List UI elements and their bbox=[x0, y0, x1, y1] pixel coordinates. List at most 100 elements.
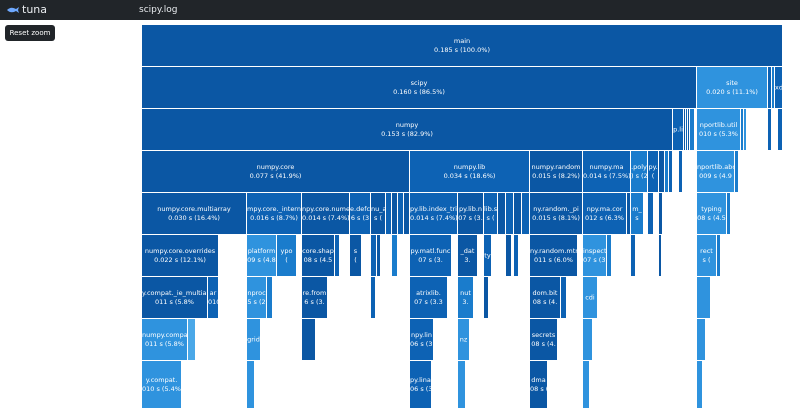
flame-block-inspect[interactable]: inspect 07 s (3. bbox=[583, 235, 607, 277]
flame-block-site-sibling[interactable]: xde bbox=[775, 67, 783, 109]
flame-block-small[interactable] bbox=[398, 193, 404, 235]
flame-block-small[interactable] bbox=[522, 193, 530, 235]
flame-block-small[interactable] bbox=[778, 109, 783, 151]
flame-block-small[interactable] bbox=[744, 109, 747, 151]
flame-block-small[interactable] bbox=[686, 109, 688, 151]
flame-block-small[interactable] bbox=[735, 151, 739, 193]
flame-block-random-mtrand[interactable]: ny.random.mtr 011 s (6.0% bbox=[530, 235, 578, 277]
flame-block-small[interactable] bbox=[659, 151, 665, 193]
flame-block-collections[interactable]: rect s ( bbox=[697, 235, 717, 277]
flame-block-numpy-random[interactable]: numpy.random 0.015 s (8.2%) bbox=[530, 151, 583, 193]
flame-block-importlib-abc[interactable]: nportlib.abc 009 s (4.9 bbox=[697, 151, 735, 193]
flame-block-small[interactable] bbox=[697, 319, 706, 361]
flame-block-small[interactable] bbox=[697, 277, 711, 319]
flame-block-lib-small3[interactable]: ty bbox=[484, 235, 492, 277]
flame-block-site[interactable]: site 0.020 s (11.1%) bbox=[697, 67, 768, 109]
flame-block-core-small[interactable]: nu_a s ( bbox=[371, 193, 386, 235]
flame-block-small[interactable] bbox=[684, 109, 686, 151]
flame-block-small[interactable] bbox=[768, 109, 772, 151]
flame-block-small[interactable] bbox=[404, 193, 410, 235]
flame-block-grid[interactable]: grid bbox=[247, 319, 261, 361]
flame-block-multiarray[interactable]: numpy.core.multiarray 0.030 s (16.4%) bbox=[142, 193, 247, 235]
flame-block-numpy[interactable]: numpy 0.153 s (82.9%) bbox=[142, 109, 673, 151]
flame-block-small[interactable] bbox=[727, 193, 731, 235]
flame-block-small[interactable] bbox=[335, 235, 340, 277]
flame-block-small[interactable] bbox=[188, 319, 196, 361]
flame-block-small[interactable] bbox=[697, 361, 703, 409]
flame-block-platform[interactable]: platform 09 s (4.8 bbox=[247, 235, 277, 277]
flame-block-small[interactable] bbox=[371, 235, 377, 277]
flame-block-core-internal[interactable]: mpy.core._intern 0.016 s (8.7%) bbox=[247, 193, 302, 235]
flame-block-small[interactable] bbox=[741, 109, 744, 151]
flame-block-small[interactable] bbox=[583, 319, 593, 361]
flame-block-core-fromnumeric[interactable]: re.from 6 s (3. bbox=[302, 277, 328, 319]
flame-block-numpy-small2[interactable]: py.( bbox=[648, 151, 659, 193]
flame-block-numpy-core[interactable]: numpy.core 0.077 s (41.9%) bbox=[142, 151, 410, 193]
flame-block-small[interactable] bbox=[498, 193, 506, 235]
flame-block-small[interactable] bbox=[690, 109, 695, 151]
flame-block-lib-npyio[interactable]: py.lib.n 07 s (3. bbox=[458, 193, 484, 235]
flame-block-small[interactable] bbox=[514, 193, 522, 235]
flame-block-core-small2[interactable]: s( bbox=[350, 235, 362, 277]
flame-block-numpy-lib[interactable]: numpy.lib 0.034 s (18.6%) bbox=[410, 151, 530, 193]
flame-block-random-secrets[interactable]: secrets 08 s (4. bbox=[530, 319, 558, 361]
flame-block-core-defchararray[interactable]: e.defc 6 s (3 bbox=[350, 193, 371, 235]
flame-block-small[interactable] bbox=[371, 277, 376, 319]
flame-block-compat-multiarray[interactable]: y.compat._ie_multiar 011 s (5.8% bbox=[142, 277, 208, 319]
flame-block-small[interactable] bbox=[247, 361, 255, 409]
flame-block-small[interactable] bbox=[648, 193, 654, 235]
flame-block-small[interactable] bbox=[607, 235, 612, 277]
flame-block-typing[interactable]: typing 08 s (4.5 bbox=[697, 193, 727, 235]
flame-block-small[interactable] bbox=[717, 235, 721, 277]
flame-block-small[interactable] bbox=[583, 361, 590, 409]
flame-block-numpy-compat2[interactable]: y.compat. 010 s (5.4% bbox=[142, 361, 182, 409]
flame-block-lib-small4[interactable]: nut 3. bbox=[458, 277, 474, 319]
flame-block-small[interactable] bbox=[267, 277, 273, 319]
flame-block-random-bit[interactable]: dom.bit 08 s (4. bbox=[530, 277, 561, 319]
flame-block-small[interactable] bbox=[688, 109, 690, 151]
flame-block-small[interactable] bbox=[484, 277, 489, 319]
flame-block-core-shape-base[interactable]: core.shap 08 s (4.5 bbox=[302, 235, 335, 277]
flame-block-lib-small2[interactable]: _dat 3. bbox=[458, 235, 478, 277]
flame-block-small[interactable] bbox=[377, 235, 381, 277]
flame-block-small[interactable] bbox=[506, 193, 514, 235]
flame-block-ma-core[interactable]: npy.ma.cor 012 s (6.3% bbox=[583, 193, 627, 235]
flame-block-small[interactable] bbox=[679, 151, 683, 193]
flame-block-importlib-util[interactable]: nportlib.util 010 s (5.3% bbox=[697, 109, 741, 151]
flame-block-small[interactable] bbox=[386, 193, 392, 235]
flame-block-matrixlib[interactable]: atrixlib. 07 s (3.3 bbox=[410, 277, 448, 319]
flame-block-random-pickle[interactable]: ny.random._pi 0.015 s (8.1%) bbox=[530, 193, 583, 235]
flame-block-small[interactable] bbox=[458, 361, 466, 409]
flame-block-numpy-compat[interactable]: numpy.compat 011 s (5.8% bbox=[142, 319, 188, 361]
flame-block-ma-small[interactable]: m_ s bbox=[631, 193, 644, 235]
flame-block-small[interactable] bbox=[627, 193, 631, 235]
flame-block-small[interactable] bbox=[659, 193, 663, 235]
flame-block-numpy-polynomial[interactable]: .poly) s (2 bbox=[631, 151, 648, 193]
flame-block-small[interactable] bbox=[514, 235, 519, 277]
flame-block-core-overrides[interactable]: numpy.core.overrides 0.022 s (12.1%) bbox=[142, 235, 219, 277]
flame-block-subprocess[interactable]: nproc 5 s (2 bbox=[247, 277, 267, 319]
flame-block-small[interactable] bbox=[506, 235, 512, 277]
flame-block-small[interactable] bbox=[392, 235, 398, 277]
flame-block-small[interactable] bbox=[561, 277, 567, 319]
flame-block-small[interactable] bbox=[768, 67, 772, 109]
brand-title[interactable]: tuna bbox=[22, 3, 47, 16]
flame-block-small[interactable] bbox=[659, 235, 662, 277]
flame-block-small[interactable] bbox=[669, 151, 673, 193]
flame-block-small[interactable] bbox=[392, 193, 398, 235]
flame-block-numpy-small[interactable]: p.li bbox=[673, 109, 684, 151]
flame-block-typing-small[interactable]: ypo( bbox=[277, 235, 297, 277]
flame-block-ma-small2[interactable]: cdi bbox=[583, 277, 598, 319]
flame-block-compat-small[interactable]: ar010 s (5.3% bbox=[208, 277, 219, 319]
flame-block-core-numeric[interactable]: npy.core.numeri 0.014 s (7.4%) bbox=[302, 193, 350, 235]
flame-block-small[interactable] bbox=[631, 235, 636, 277]
flame-block-small[interactable] bbox=[772, 67, 775, 109]
flame-block-scipy[interactable]: scipy 0.160 s (86.5%) bbox=[142, 67, 697, 109]
flame-block-numpy-ma[interactable]: numpy.ma 0.014 s (7.5%) bbox=[583, 151, 631, 193]
flame-block-small[interactable] bbox=[665, 151, 669, 193]
flame-block-numpy-linalg[interactable]: py.linalg06 s (3. bbox=[410, 361, 432, 409]
flame-block-lib-small[interactable]: lib.s s ( bbox=[484, 193, 498, 235]
flame-block-numpy-lin[interactable]: npy.lin 06 s (3. bbox=[410, 319, 434, 361]
flame-block-matrixlib-func[interactable]: py.matl.func 07 s (3. bbox=[410, 235, 452, 277]
